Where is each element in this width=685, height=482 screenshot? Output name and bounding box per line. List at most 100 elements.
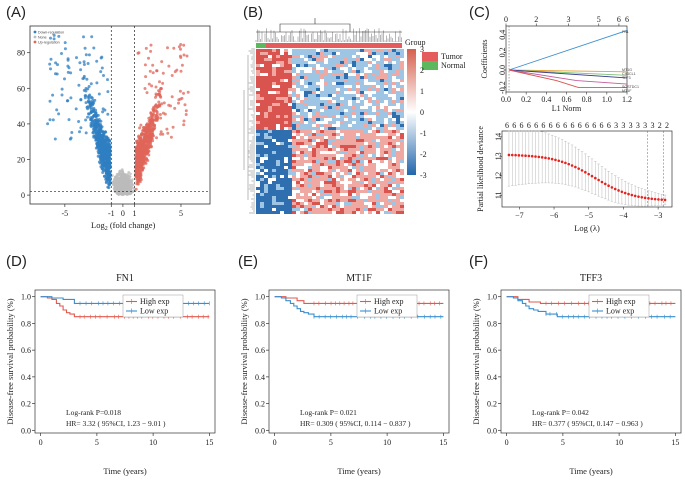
heatmap-cell [332,67,336,70]
heatmap-cell [296,85,300,88]
heatmap-cell [340,208,344,211]
heatmap-cell [312,58,316,61]
heatmap-cell [276,166,280,169]
down-point [99,70,103,74]
heatmap-cell [296,76,300,79]
heatmap-cell [368,154,372,157]
heatmap-cell [372,118,376,121]
heatmap-cell [396,184,400,187]
heatmap-cell [280,82,284,85]
legend-normal-label: Normal [441,61,466,70]
heatmap-cell [272,61,276,64]
up-point [138,159,142,163]
heatmap-cell [372,97,376,100]
heatmap-cell [276,61,280,64]
heatmap-cell [284,181,288,184]
heatmap-cell [272,145,276,148]
down-point [48,99,52,103]
heatmap-cell [320,163,324,166]
up-point [147,82,151,86]
cv-point [524,154,527,157]
heatmap-cell [396,88,400,91]
heatmap-cell [376,64,380,67]
heatmap-cell [372,205,376,208]
heatmap-cell [304,178,308,181]
heatmap-cell [264,166,268,169]
heatmap-cell [276,76,280,79]
coef-label-tff3: TFF3 [622,76,631,80]
heatmap-cell [260,79,264,82]
heatmap-cell [260,82,264,85]
heatmap-cell [312,49,316,52]
heatmap-cell [392,202,396,205]
heatmap-cell [260,139,264,142]
heatmap-cell [328,211,332,214]
heatmap-cell [340,169,344,172]
heatmap-cell [376,193,380,196]
heatmap-cell [260,106,264,109]
heatmap-cell [296,106,300,109]
down-point [51,118,55,122]
heatmap-cell [364,181,368,184]
up-point [158,113,162,116]
heatmap-cell [332,175,336,178]
volcano-xlabel-rest: (fold change) [108,220,156,230]
heatmap-cell [268,211,272,214]
heatmap-cell [388,166,392,169]
heatmap-cell [364,151,368,154]
heatmap-cell [276,109,280,112]
heatmap-cell [388,58,392,61]
heatmap-cell [364,55,368,58]
heatmap-cell [320,133,324,136]
heatmap-cell [376,106,380,109]
up-point [152,110,156,114]
heatmap-cell [376,196,380,199]
down-point [88,105,92,109]
heatmap-cell [344,154,348,157]
heatmap-cell [268,79,272,82]
heatmap-cell [336,52,340,55]
heatmap-cell [400,130,404,133]
heatmap-cell [292,97,296,100]
heatmap-cell [364,91,368,94]
heatmap-cell [284,112,288,115]
heatmap-cell [380,178,384,181]
heatmap-cell [396,58,400,61]
heatmap-cell [304,52,308,55]
heatmap-cell [288,97,292,100]
heatmap-cell [352,190,356,193]
heatmap-cell [272,208,276,211]
heatmap-cell [348,91,352,94]
heatmap-cell [396,52,400,55]
heatmap-cell [328,205,332,208]
heatmap-cell [380,79,384,82]
heatmap-cell [320,202,324,205]
heatmap-cell [388,151,392,154]
heatmap-cell [400,181,404,184]
heatmap-cell [360,118,364,121]
heatmap-cell [396,67,400,70]
heatmap-cell [336,175,340,178]
heatmap-cell [264,109,268,112]
heatmap-cell [292,187,296,190]
up-point [146,159,150,162]
heatmap-cell [292,160,296,163]
heatmap-cell [300,67,304,70]
heatmap-cell [276,97,280,100]
heatmap-cell [260,187,264,190]
heatmap-cell [320,166,324,169]
heatmap-cell [260,52,264,55]
down-point [89,110,93,114]
heatmap-cell [272,100,276,103]
heatmap-cell [284,91,288,94]
heatmap-cell [308,169,312,172]
heatmap-cell [340,205,344,208]
heatmap-cell [292,61,296,64]
heatmap-cell [400,100,404,103]
heatmap-cell [332,124,336,127]
heatmap-cell [312,91,316,94]
heatmap-cell [344,172,348,175]
heatmap-cell [288,67,292,70]
heatmap-cell [360,130,364,133]
heatmap-cell [296,130,300,133]
